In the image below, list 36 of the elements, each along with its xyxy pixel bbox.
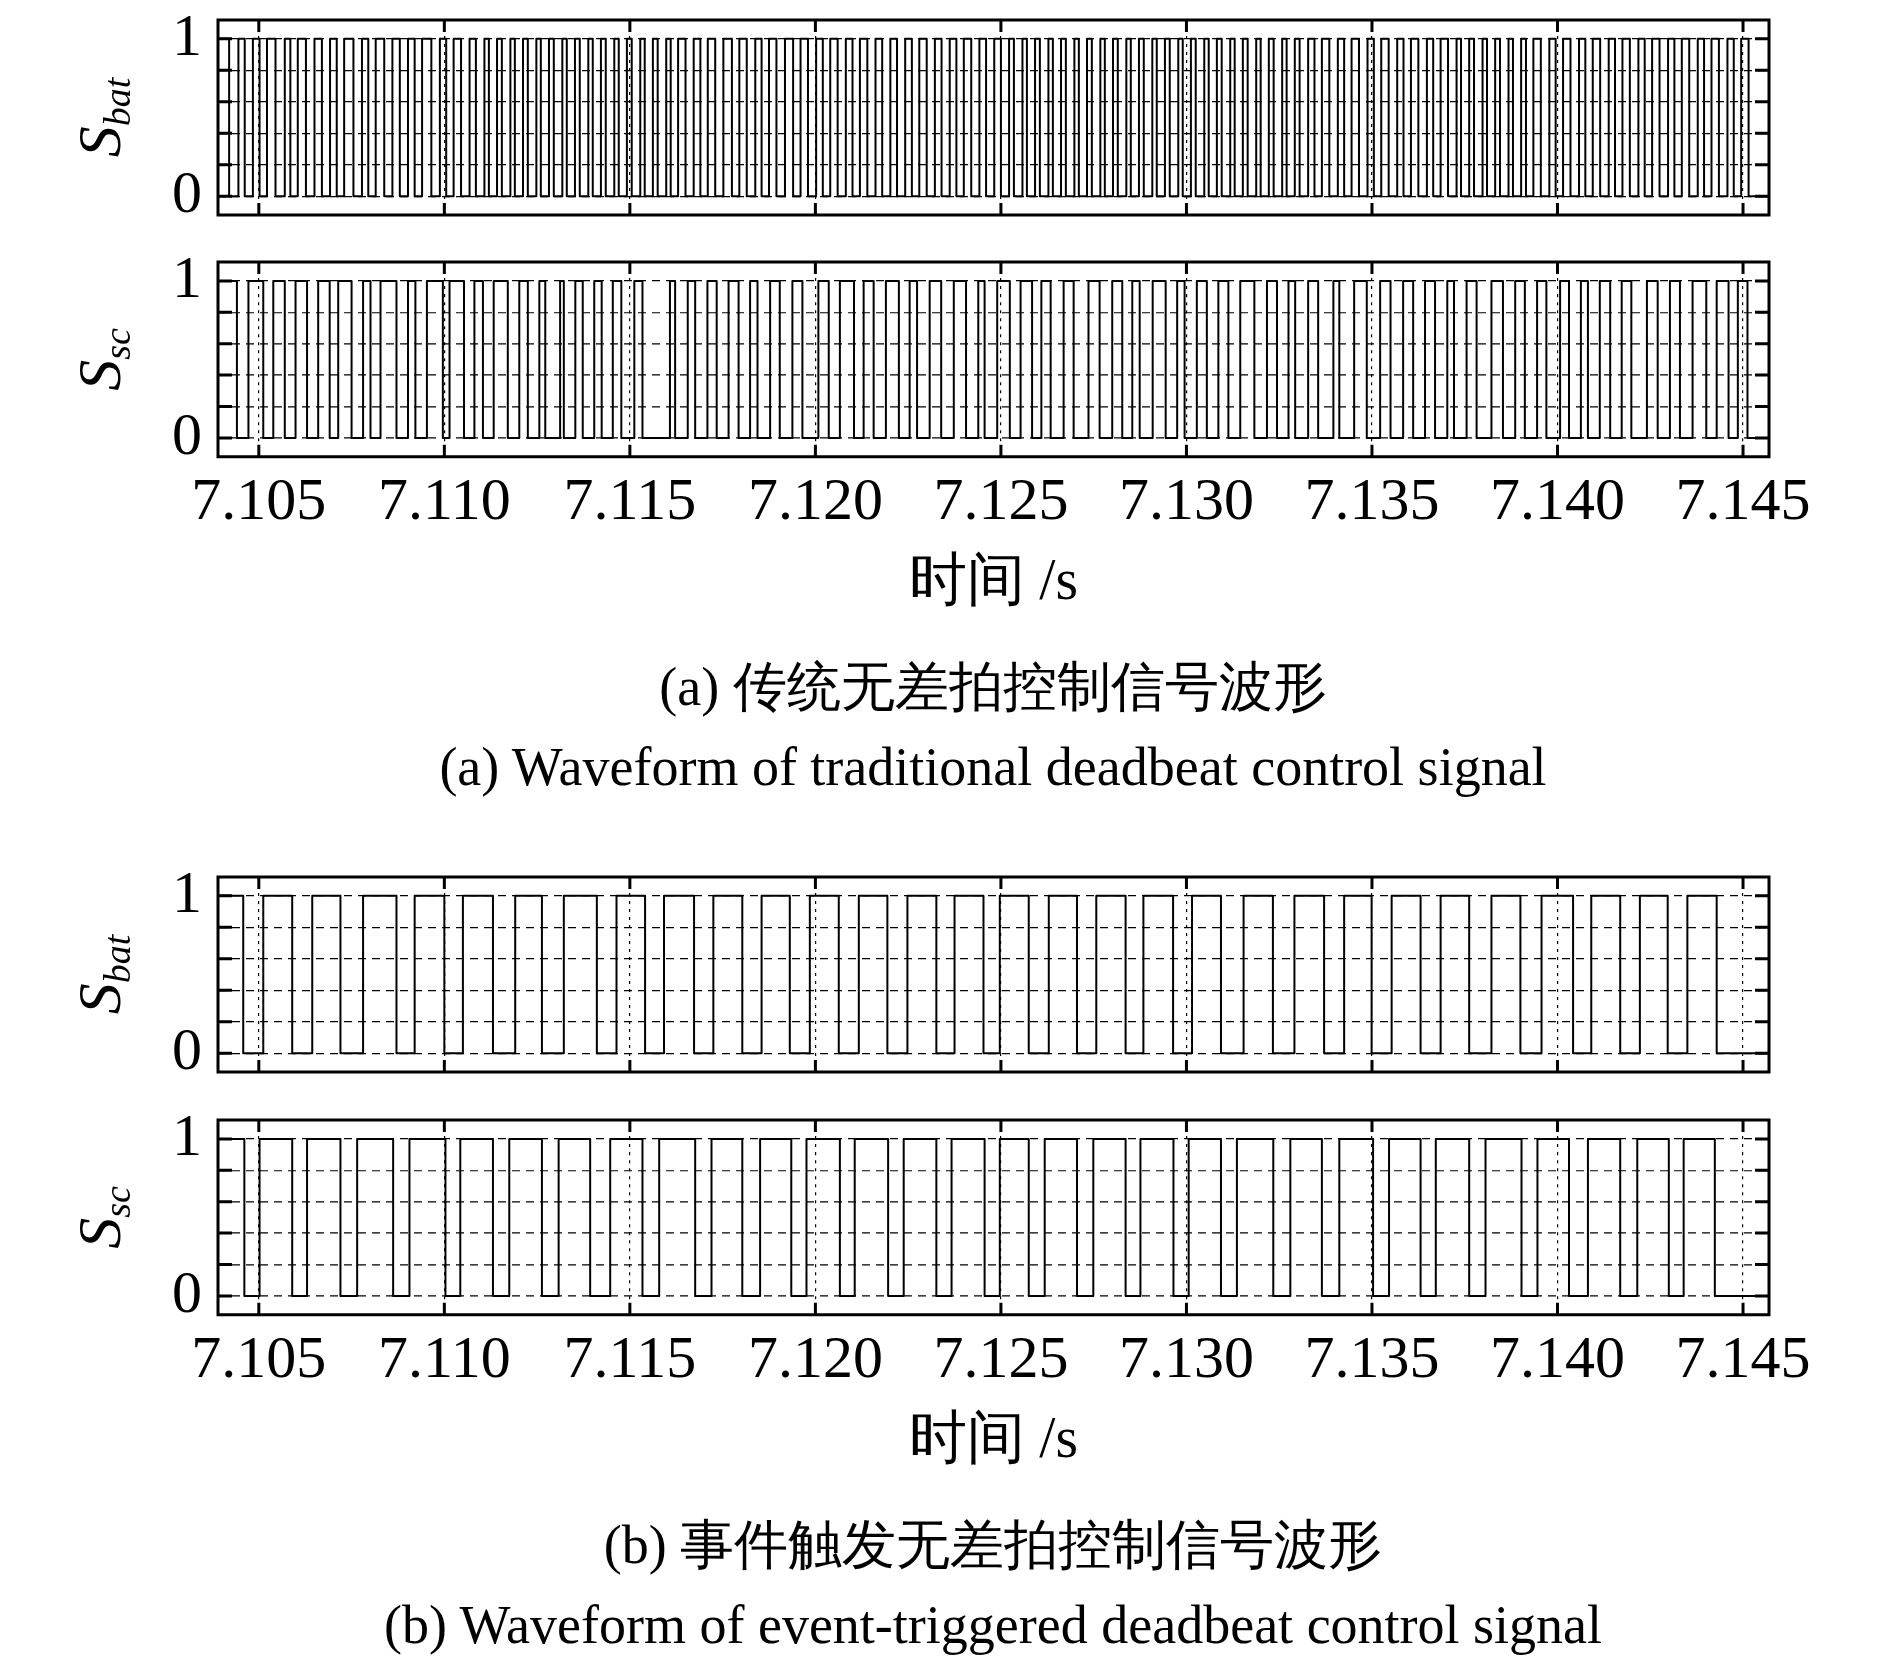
x-tick-label: 7.145 xyxy=(1675,464,1811,532)
x-tick-label: 7.125 xyxy=(933,464,1069,532)
y-tick-label: 0 xyxy=(172,399,202,467)
x-tick-label: 7.145 xyxy=(1675,1322,1811,1390)
x-tick-label: 7.135 xyxy=(1304,464,1440,532)
y-axis-title: Sbat xyxy=(65,76,138,158)
x-tick-label: 7.140 xyxy=(1490,1322,1625,1390)
x-tick-label: 7.130 xyxy=(1118,464,1254,532)
x-tick-label: 7.105 xyxy=(191,1322,327,1390)
x-tick-label: 7.120 xyxy=(747,1322,883,1390)
y-tick-label: 1 xyxy=(172,858,202,925)
y-tick-label: 1 xyxy=(172,1,202,68)
x-axis-title: 时间 /s xyxy=(908,1404,1079,1471)
y-tick-label: 0 xyxy=(172,1015,202,1082)
text: (b) Waveform of event-triggered deadbeat control signal xyxy=(382,1593,1604,1657)
text: (a) Waveform of traditional deadbeat control signal xyxy=(438,735,1548,799)
y-axis-title: Sbat xyxy=(65,933,138,1015)
x-tick-label: 7.120 xyxy=(747,464,883,532)
y-tick-label: 0 xyxy=(172,1257,202,1325)
y-axis-title: Ssc xyxy=(65,327,138,391)
text: (b) 事件触发无差拍控制信号波形 xyxy=(602,1513,1384,1577)
x-tick-label: 7.140 xyxy=(1490,464,1625,532)
x-tick-label: 7.135 xyxy=(1304,1322,1440,1390)
y-tick-label: 1 xyxy=(172,1100,202,1168)
y-tick-label: 0 xyxy=(172,158,202,225)
x-tick-label: 7.115 xyxy=(563,464,697,532)
x-tick-label: 7.115 xyxy=(563,1322,697,1390)
x-tick-label: 7.125 xyxy=(933,1322,1069,1390)
x-tick-label: 7.105 xyxy=(191,464,327,532)
x-tick-label: 7.110 xyxy=(377,1322,511,1390)
x-tick-label: 7.130 xyxy=(1118,1322,1254,1390)
text: (a) 传统无差拍控制信号波形 xyxy=(658,655,1328,719)
y-tick-label: 1 xyxy=(172,242,202,310)
x-axis-title: 时间 /s xyxy=(908,546,1079,613)
y-axis-title: Ssc xyxy=(65,1185,138,1249)
x-tick-label: 7.110 xyxy=(377,464,511,532)
